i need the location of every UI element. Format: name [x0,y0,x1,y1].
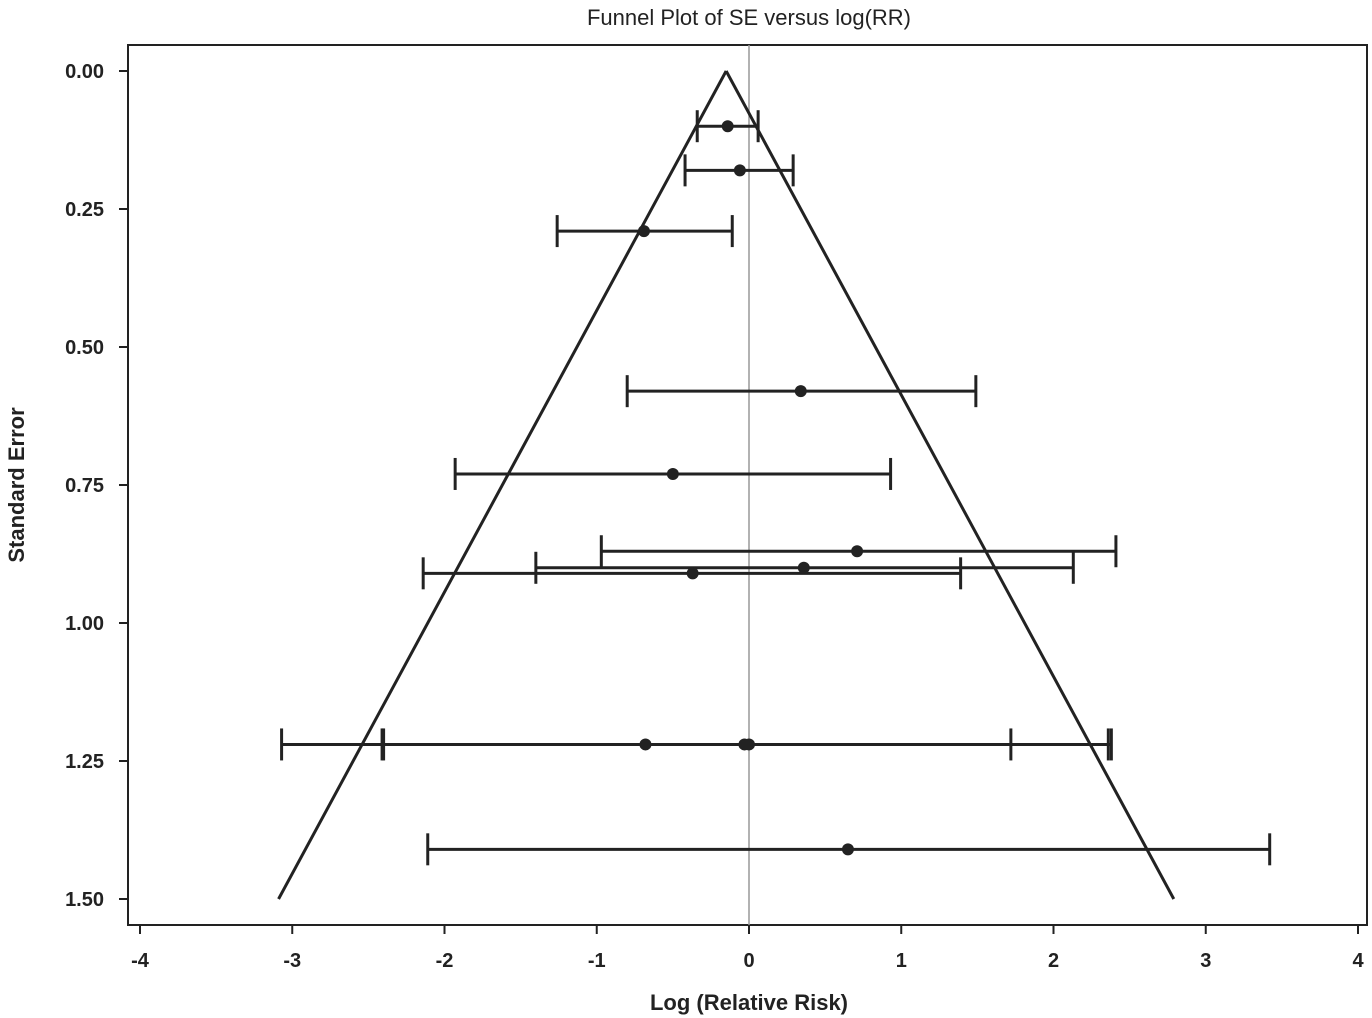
funnel-left-boundary [279,71,727,899]
data-point-6 [851,545,863,557]
data-point-8 [687,567,699,579]
data-point-11 [743,738,755,750]
y-tick-label: 0.25 [65,199,104,221]
x-axis-label: Log (Relative Risk) [650,990,848,1015]
x-tick-label: -3 [283,950,301,972]
data-point-2 [734,164,746,176]
x-tick-label: -2 [436,950,454,972]
data-point-12 [842,843,854,855]
x-tick-label: 4 [1352,950,1364,972]
y-tick-label: 1.50 [65,889,104,911]
funnel-right-boundary [726,71,1174,899]
y-tick-label: 1.25 [65,751,104,773]
x-tick-label: -1 [588,950,606,972]
y-tick-label: 1.00 [65,613,104,635]
y-axis-label: Standard Error [4,407,29,563]
chart-title: Funnel Plot of SE versus log(RR) [587,5,911,30]
data-point-3 [638,225,650,237]
x-axis: -4 -3 -2 -1 0 1 2 3 4 [131,925,1364,972]
x-tick-label: -4 [131,950,150,972]
funnel-lines [279,71,1174,899]
data-points [282,110,1270,865]
data-point-5 [667,468,679,480]
y-tick-label: 0.75 [65,475,104,497]
y-axis: 0.00 0.25 0.50 0.75 1.00 1.25 1.50 [65,61,128,911]
x-tick-label: 2 [1048,950,1059,972]
data-point-4 [795,385,807,397]
x-tick-label: 3 [1200,950,1211,972]
plot-area-frame [128,45,1367,925]
x-tick-label: 1 [896,950,907,972]
y-tick-label: 0.50 [65,337,104,359]
x-tick-label: 0 [743,950,754,972]
y-tick-label: 0.00 [65,61,104,83]
data-point-1 [722,120,734,132]
